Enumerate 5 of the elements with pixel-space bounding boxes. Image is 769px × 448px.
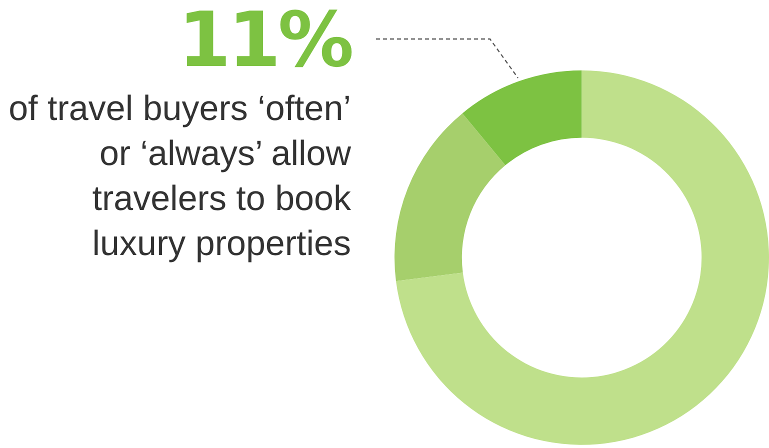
donut-slice [462,70,582,166]
donut-slice [396,70,769,445]
text: 11% [178,0,351,84]
text: of travel buyers ‘often’ or ‘always’ allow travelers to book luxury properties [8,88,351,265]
donut-slice [394,113,506,282]
